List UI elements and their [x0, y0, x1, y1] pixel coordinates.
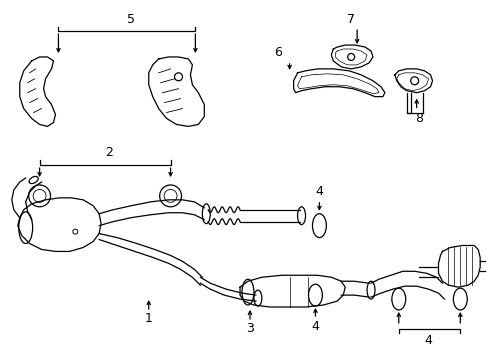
Text: 4: 4	[315, 185, 323, 198]
Text: 4: 4	[311, 320, 319, 333]
Text: 7: 7	[346, 13, 354, 26]
Text: 8: 8	[414, 112, 422, 125]
Text: 6: 6	[273, 46, 281, 59]
Text: 3: 3	[245, 322, 253, 336]
Text: 1: 1	[144, 312, 152, 325]
Text: 5: 5	[126, 13, 135, 26]
Text: 2: 2	[105, 146, 113, 159]
Text: 4: 4	[424, 334, 431, 347]
